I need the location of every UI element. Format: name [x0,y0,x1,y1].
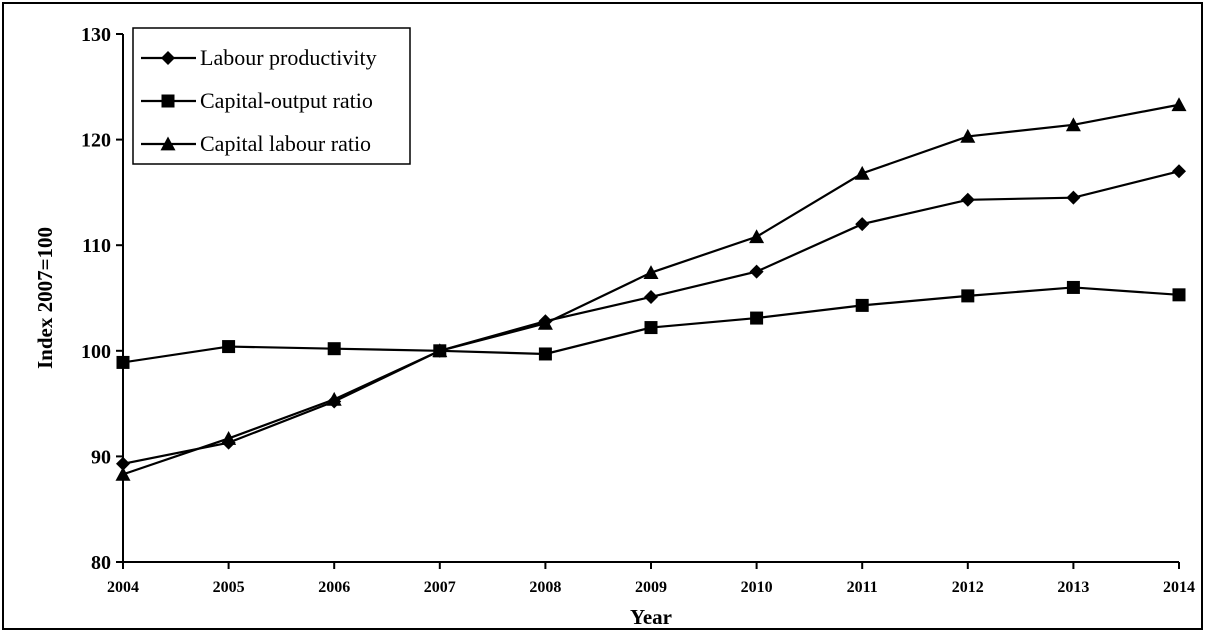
x-tick-label: 2013 [1057,579,1089,596]
point-triangle-2012 [960,128,976,143]
x-tick-label: 2011 [847,579,878,596]
x-tick-label: 2007 [424,579,456,596]
point-square-2012 [961,289,975,303]
point-square-2013 [1066,280,1080,294]
point-triangle-2004 [115,466,131,481]
x-tick-label: 2005 [213,579,245,596]
point-diamond-2011 [855,217,870,232]
point-square-2009 [644,321,658,335]
legend-marker-triangle [160,136,176,151]
point-triangle-2014 [1171,97,1187,112]
point-square-2008 [538,347,552,361]
legend-label: Labour productivity [200,45,377,70]
point-triangle-2010 [749,229,765,244]
point-square-2006 [327,342,341,356]
point-triangle-2005 [221,430,237,445]
x-tick-label: 2010 [741,579,773,596]
point-square-2010 [750,311,764,325]
series-markers [115,97,1187,481]
point-square-2004 [116,355,130,369]
point-triangle-2009 [643,265,659,280]
legend-label: Capital-output ratio [200,88,373,113]
point-triangle-2006 [326,391,342,406]
y-ticks: 80 90 100 110 120 130 [81,24,123,574]
point-diamond-2010 [749,264,764,279]
x-tick-label: 2012 [952,579,984,596]
y-tick-label: 90 [91,446,111,468]
x-tick-label: 2008 [529,579,561,596]
point-square-2014 [1172,288,1186,302]
point-square-2011 [855,298,869,312]
point-square-2005 [222,340,236,354]
point-diamond-2009 [644,289,658,304]
point-diamond-2013 [1066,190,1081,205]
x-tick-label: 2006 [318,579,350,596]
y-tick-label: 110 [82,235,111,257]
point-triangle-2013 [1065,117,1081,132]
point-diamond-2004 [116,456,130,471]
legend-marker-diamond [161,51,175,65]
point-diamond-2012 [960,192,975,207]
x-tick-label: 2004 [107,579,139,596]
y-tick-label: 130 [81,24,111,46]
legend: Labour productivity Capital-output ratio C… [132,27,411,165]
point-triangle-2011 [854,165,870,180]
point-diamond-2014 [1172,164,1186,179]
y-tick-label: 80 [91,552,111,574]
y-axis-title: Index 2007=100 [33,227,57,369]
point-triangle-2008 [537,315,553,330]
y-tick-label: 120 [81,130,111,152]
x-ticks: 2004 2005 2006 2007 2008 2009 2010 2011 2012 2013… [107,562,1195,596]
x-tick-label: 2014 [1163,579,1195,596]
x-axis-title: Year [630,605,672,629]
legend-label: Capital labour ratio [200,131,371,156]
x-tick-label: 2009 [635,579,667,596]
legend-marker-square [161,94,175,108]
y-tick-label: 100 [81,341,111,363]
legend-box [132,27,411,165]
point-triangle-2007 [432,343,448,358]
